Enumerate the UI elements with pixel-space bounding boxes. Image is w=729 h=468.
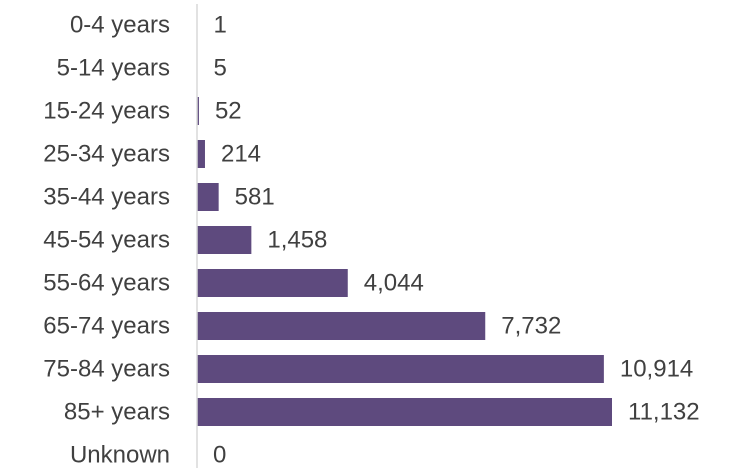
value-label: 52: [215, 98, 242, 125]
category-label: 0-4 years: [70, 12, 170, 39]
category-label: 55-64 years: [43, 270, 170, 297]
category-label: 5-14 years: [57, 55, 170, 82]
category-label: 85+ years: [64, 399, 170, 426]
value-labels: 1 5 52 214 581 1,458 4,044 7,732 10,914 11,132 0: [213, 12, 700, 468]
bar: [197, 269, 348, 297]
category-label: 25-34 years: [43, 141, 170, 168]
value-label: 1,458: [267, 227, 327, 254]
value-label: 10,914: [620, 356, 693, 383]
bar: [197, 355, 604, 383]
value-label: 5: [214, 55, 227, 82]
bar: [197, 183, 219, 211]
category-label: 75-84 years: [43, 356, 170, 383]
bar: [197, 226, 252, 254]
value-label: 7,732: [501, 313, 561, 340]
category-label: 15-24 years: [43, 98, 170, 125]
value-label: 581: [235, 184, 275, 211]
bar: [197, 97, 199, 125]
bar: [197, 398, 612, 426]
value-label: 11,132: [628, 399, 700, 426]
category-label: 35-44 years: [43, 184, 170, 211]
category-labels: 0-4 years 5-14 years 15-24 years 25-34 year…: [43, 12, 170, 468]
category-label: 45-54 years: [43, 227, 170, 254]
value-label: 4,044: [364, 270, 424, 297]
bars: [197, 11, 612, 426]
value-label: 1: [214, 12, 227, 39]
bar: [197, 140, 205, 168]
category-label: 65-74 years: [43, 313, 170, 340]
bar: [197, 312, 486, 340]
category-label: Unknown: [70, 442, 170, 468]
value-label: 0: [213, 442, 226, 468]
value-label: 214: [221, 141, 261, 168]
